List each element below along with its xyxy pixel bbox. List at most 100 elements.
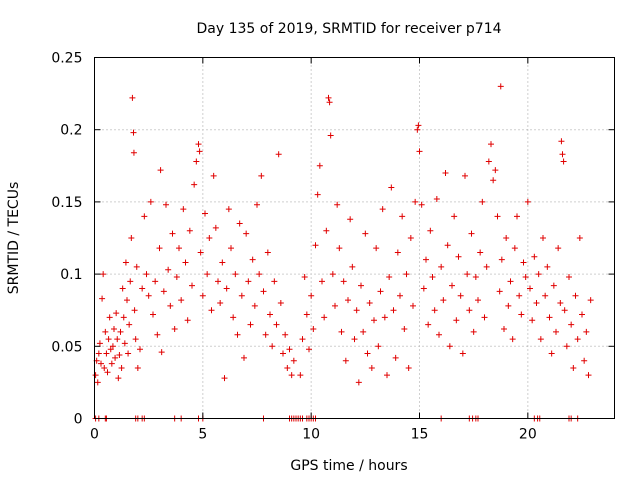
data-point xyxy=(514,213,520,220)
data-point xyxy=(542,292,549,299)
data-point xyxy=(485,158,492,165)
chart-title: Day 135 of 2019, SRMTID for receiver p71… xyxy=(196,21,501,37)
data-point xyxy=(477,249,484,256)
data-point xyxy=(271,278,278,285)
data-point xyxy=(351,336,358,343)
data-point xyxy=(152,278,159,285)
data-point xyxy=(466,307,473,314)
data-point xyxy=(527,285,533,292)
data-point xyxy=(182,259,189,266)
data-point xyxy=(401,325,408,332)
x-tick-label: 20 xyxy=(519,427,537,443)
data-point xyxy=(243,230,250,237)
data-point xyxy=(340,278,347,285)
data-point xyxy=(114,336,121,343)
data-point xyxy=(171,325,178,332)
data-point xyxy=(210,172,217,179)
data-point xyxy=(449,282,455,289)
data-point xyxy=(516,292,523,299)
data-point xyxy=(215,278,221,285)
data-point xyxy=(334,201,341,208)
data-point xyxy=(115,375,122,382)
data-point xyxy=(173,273,180,280)
data-point xyxy=(129,94,136,101)
data-point xyxy=(195,141,202,148)
data-point xyxy=(560,158,567,165)
data-point xyxy=(108,360,115,367)
data-point xyxy=(492,167,499,174)
data-point xyxy=(494,213,501,220)
data-point xyxy=(130,149,137,156)
data-point xyxy=(117,328,124,335)
data-point xyxy=(529,317,536,324)
data-point xyxy=(297,372,304,379)
data-point xyxy=(520,259,527,266)
data-point xyxy=(440,297,447,304)
data-point xyxy=(156,245,163,252)
data-point xyxy=(338,328,345,335)
data-point xyxy=(121,340,128,347)
data-point xyxy=(94,379,101,386)
data-point xyxy=(225,206,232,213)
data-point xyxy=(273,321,280,328)
data-point xyxy=(531,253,538,260)
data-point xyxy=(122,259,129,266)
data-point xyxy=(394,249,401,256)
x-tick-label: 5 xyxy=(198,427,207,443)
data-point xyxy=(431,307,438,314)
data-point xyxy=(572,292,579,299)
data-point xyxy=(397,292,403,299)
data-point xyxy=(563,343,570,350)
data-point xyxy=(399,213,406,220)
data-point xyxy=(468,230,475,237)
data-point xyxy=(353,307,360,314)
data-point xyxy=(358,282,364,289)
data-point xyxy=(325,94,332,101)
data-point xyxy=(286,346,293,353)
data-point xyxy=(509,336,516,343)
data-point xyxy=(475,297,481,304)
axis-ticks xyxy=(94,57,615,419)
data-point xyxy=(143,271,150,278)
data-point xyxy=(576,235,583,241)
data-point xyxy=(327,132,334,139)
data-point xyxy=(277,299,284,306)
data-point xyxy=(392,354,399,361)
data-point xyxy=(160,288,167,295)
data-point xyxy=(479,198,486,205)
x-axis-title: GPS time / hours xyxy=(290,458,407,474)
data-point xyxy=(323,227,330,234)
data-point xyxy=(553,328,559,335)
data-point xyxy=(587,297,594,304)
y-tick-label: 0.05 xyxy=(51,339,82,355)
data-point xyxy=(130,129,137,136)
data-point xyxy=(282,331,289,338)
data-point xyxy=(349,263,356,270)
data-point xyxy=(275,151,282,158)
data-point xyxy=(288,372,295,379)
data-point xyxy=(446,343,453,350)
data-point xyxy=(558,138,565,145)
data-point xyxy=(524,198,531,205)
data-point xyxy=(412,198,419,205)
data-point xyxy=(301,273,308,280)
data-point xyxy=(280,350,286,357)
data-point xyxy=(470,328,477,335)
data-point xyxy=(472,273,479,280)
data-point xyxy=(256,271,263,278)
data-point xyxy=(99,295,106,302)
data-point xyxy=(169,230,176,237)
data-point xyxy=(414,126,421,133)
y-tick-labels: 0 0.05 0.1 0.15 0.2 0.25 xyxy=(51,51,82,428)
data-point xyxy=(249,256,256,263)
data-point xyxy=(104,369,111,376)
data-point xyxy=(561,307,568,314)
x-tick-labels: 0 5 10 15 20 xyxy=(90,427,537,443)
data-point xyxy=(438,263,445,270)
data-point xyxy=(316,162,323,169)
data-point xyxy=(219,259,226,266)
data-point xyxy=(118,364,125,371)
data-point xyxy=(251,302,258,309)
data-point xyxy=(299,336,306,343)
data-point xyxy=(102,328,109,335)
